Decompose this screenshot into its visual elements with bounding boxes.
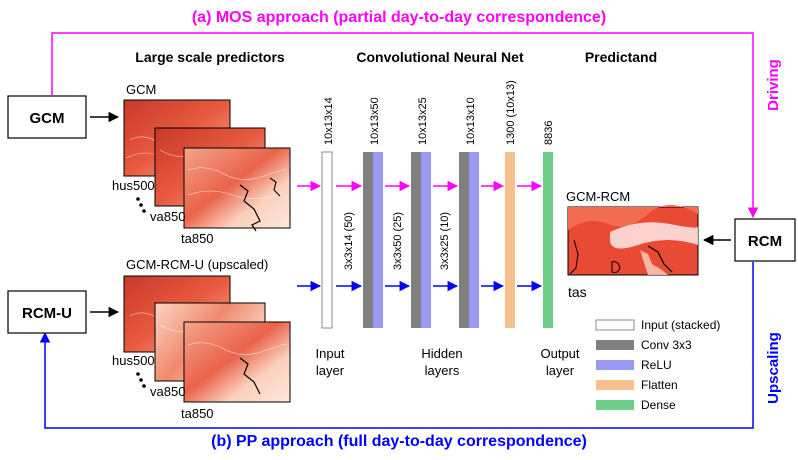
driving-label: Driving (765, 59, 782, 111)
flatten-bar (505, 152, 515, 328)
legend-swatch-flatten (596, 380, 634, 390)
var-ta850-bottom: ta850 (181, 406, 214, 421)
kernel-3: 3x3x25 (10) (439, 212, 451, 270)
dim-dense: 8836 (543, 121, 555, 145)
dense-bar (543, 152, 553, 328)
rcmu-box-label: RCM-U (22, 305, 72, 322)
mos-title: (a) MOS approach (partial day-to-day cor… (192, 9, 606, 26)
var-ta850-top: ta850 (181, 231, 214, 246)
predictors-header: Large scale predictors (135, 49, 285, 65)
relu2-bar (421, 152, 431, 328)
dim-conv2: 10x13x25 (417, 97, 429, 145)
gcmrcmu-map-stack (123, 275, 291, 403)
rcmu-box (7, 290, 87, 334)
conv3-bar (459, 152, 469, 328)
legend-swatch-relu (596, 360, 634, 370)
var-hus500-bottom: hus500 (112, 353, 155, 368)
tas-label: tas (568, 284, 587, 300)
var-va850-top: va850 (150, 209, 185, 224)
legend-label-flatten: Flatten (641, 378, 678, 392)
predictand-header: Predictand (585, 49, 657, 65)
map-ta850-bottom (183, 321, 291, 403)
var-va850-bottom: va850 (150, 384, 185, 399)
input-layer-label-2: layer (316, 363, 345, 378)
pp-title: (b) PP approach (full day-to-day corresp… (211, 433, 587, 450)
conv1-bar (363, 152, 373, 328)
legend-label-dense: Dense (641, 398, 676, 412)
input-layer-bar (321, 151, 333, 329)
dim-conv1: 10x13x50 (369, 97, 381, 145)
map-ta850-top (183, 147, 291, 229)
kernel-2: 3x3x50 (25) (392, 212, 404, 270)
relu1-bar (373, 152, 383, 328)
gcmrcm-map-title: GCM-RCM (566, 189, 630, 204)
relu3-bar (469, 152, 479, 328)
pp-loop-arrow (39, 262, 754, 429)
legend-swatch-input (595, 319, 635, 331)
dim-flatten: 1300 (10x13) (505, 80, 517, 145)
gcm-box-label: GCM (30, 110, 65, 127)
input-layer-label-1: Input (316, 346, 345, 361)
upscaling-label: Upscaling (765, 332, 782, 404)
gcm-map-title: GCM (126, 82, 156, 97)
output-layer-label-2: layer (546, 363, 575, 378)
legend-label-input: Input (stacked) (641, 318, 720, 332)
hidden-layers-label-2: layers (425, 363, 460, 378)
gcmrcmu-map-title: GCM-RCM-U (upscaled) (126, 257, 268, 272)
legend-swatch-conv (596, 340, 634, 350)
legend-label-conv: Conv 3x3 (641, 338, 692, 352)
dim-input: 10x13x14 (323, 97, 335, 145)
hidden-layers-label-1: Hidden (421, 346, 462, 361)
rcm-box (734, 218, 796, 262)
gcm-box (7, 95, 87, 139)
dim-conv3: 10x13x10 (465, 97, 477, 145)
mos-loop-arrow (51, 32, 759, 219)
conv2-bar (411, 152, 421, 328)
output-layer-label-1: Output (540, 346, 579, 361)
gcm-map-stack (123, 99, 291, 232)
legend-swatch-dense (596, 400, 634, 410)
legend-label-relu: ReLU (641, 358, 672, 372)
legend: Input (stacked) Conv 3x3 ReLU Flatten De… (595, 318, 720, 412)
kernel-1: 3x3x14 (50) (343, 212, 355, 270)
cnn-header: Convolutional Neural Net (356, 49, 524, 65)
rcm-box-label: RCM (748, 233, 782, 250)
predictand-map (567, 205, 699, 276)
var-hus500-top: hus500 (112, 178, 155, 193)
